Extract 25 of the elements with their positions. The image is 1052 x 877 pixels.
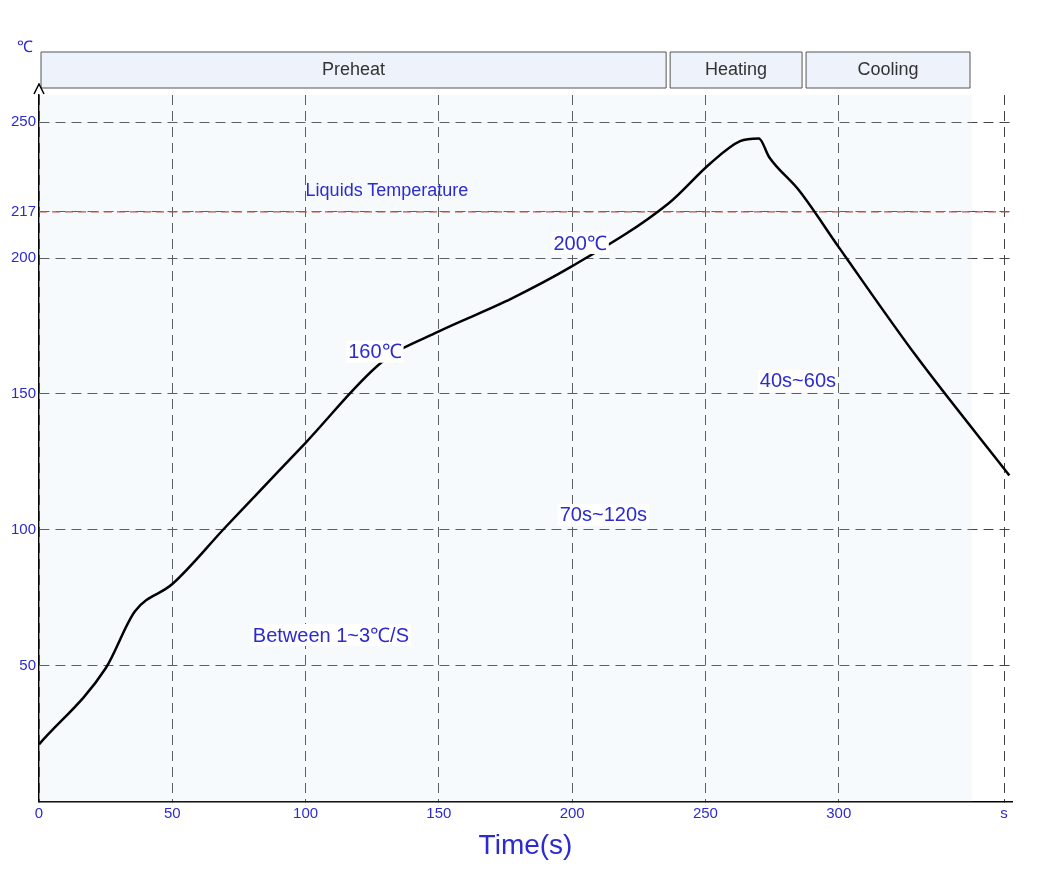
x-tick-label: s (1000, 803, 1008, 821)
y-tick-label: 50 (19, 655, 37, 673)
y-axis-title: ℃ (17, 38, 34, 56)
x-tick-label: 200 (559, 803, 585, 821)
band-label: Heating (705, 58, 768, 79)
y-tick-label: 150 (11, 384, 37, 401)
band-label: Cooling (857, 58, 919, 79)
x-tick-label: 150 (426, 803, 452, 821)
ref-line-label: Liquids Temperature (305, 179, 469, 200)
annotation: 160℃ (348, 340, 402, 363)
band-label: Preheat (322, 58, 386, 79)
x-tick-label: 100 (293, 803, 319, 821)
x-axis-title: Time(s) (478, 828, 573, 860)
y-tick-label: 200 (11, 248, 37, 266)
y-tick-label: 250 (11, 112, 37, 130)
x-tick-label: 0 (34, 803, 44, 821)
annotation: Between 1~3℃/S (252, 623, 410, 646)
x-tick-label: 250 (692, 803, 718, 821)
y-tick-label: 100 (11, 519, 37, 537)
annotation: 200℃ (553, 231, 607, 254)
annotation: 40s~60s (759, 369, 837, 392)
annotation: 70s~120s (559, 503, 647, 526)
x-tick-label: 300 (826, 803, 852, 821)
y-tick-label: 217 (11, 201, 37, 219)
x-tick-label: 50 (163, 803, 181, 821)
